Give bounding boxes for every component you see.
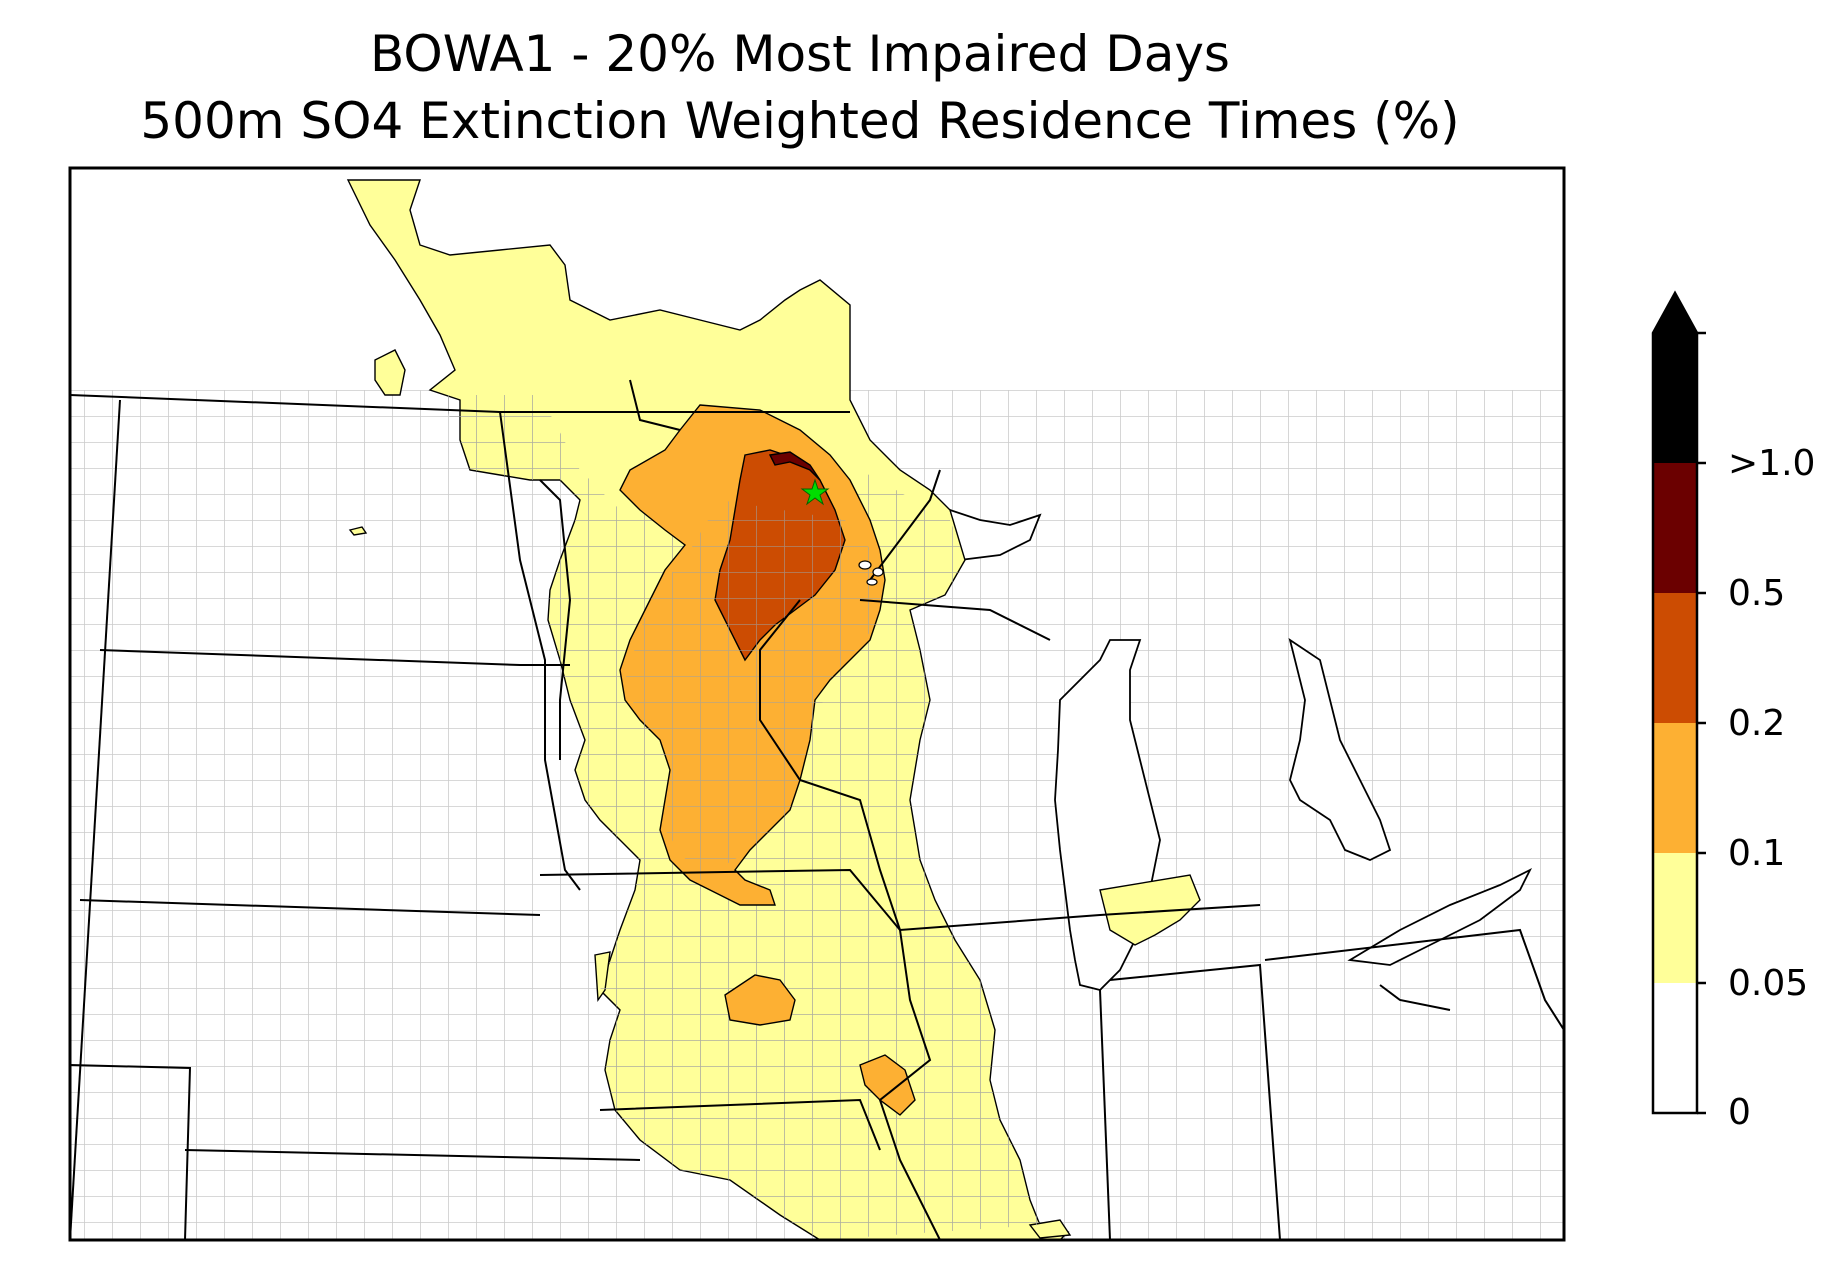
colorbar-label-4: 0.1	[1728, 833, 1786, 874]
colorbar	[1651, 290, 1706, 1115]
colorbar-label-3: 0.2	[1728, 703, 1786, 744]
map-title-line2: 500m SO4 Extinction Weighted Residence T…	[140, 92, 1460, 150]
state-borders	[70, 379, 1564, 1240]
lake-huron	[1288, 637, 1392, 861]
plume-0.05-island-1	[374, 349, 406, 396]
inner-county-grid	[625, 500, 880, 880]
plume-0.1-island-2	[859, 1054, 916, 1116]
colorbar-label-5: 0.05	[1728, 963, 1809, 1004]
lake-erie	[1347, 867, 1533, 966]
plume-0.05-island-5	[348, 526, 368, 536]
map-frame	[68, 166, 1566, 1242]
colorbar-label-2: 0.5	[1728, 573, 1786, 614]
colorbar-extend-arrow	[1653, 293, 1697, 333]
colorbar-label-6: 0	[1728, 1092, 1751, 1133]
plume-0.1-island-1	[724, 974, 796, 1026]
site-marker-star-icon	[800, 478, 830, 506]
map-title-line1: BOWA1 - 20% Most Impaired Days	[370, 25, 1230, 83]
colorbar-label-1: >1.0	[1728, 443, 1816, 484]
plume-0.05-island-2	[1099, 874, 1201, 946]
plume-0.5	[768, 451, 821, 481]
plume-0.05-island-4	[1028, 1219, 1072, 1239]
apostle-islands	[858, 560, 884, 586]
